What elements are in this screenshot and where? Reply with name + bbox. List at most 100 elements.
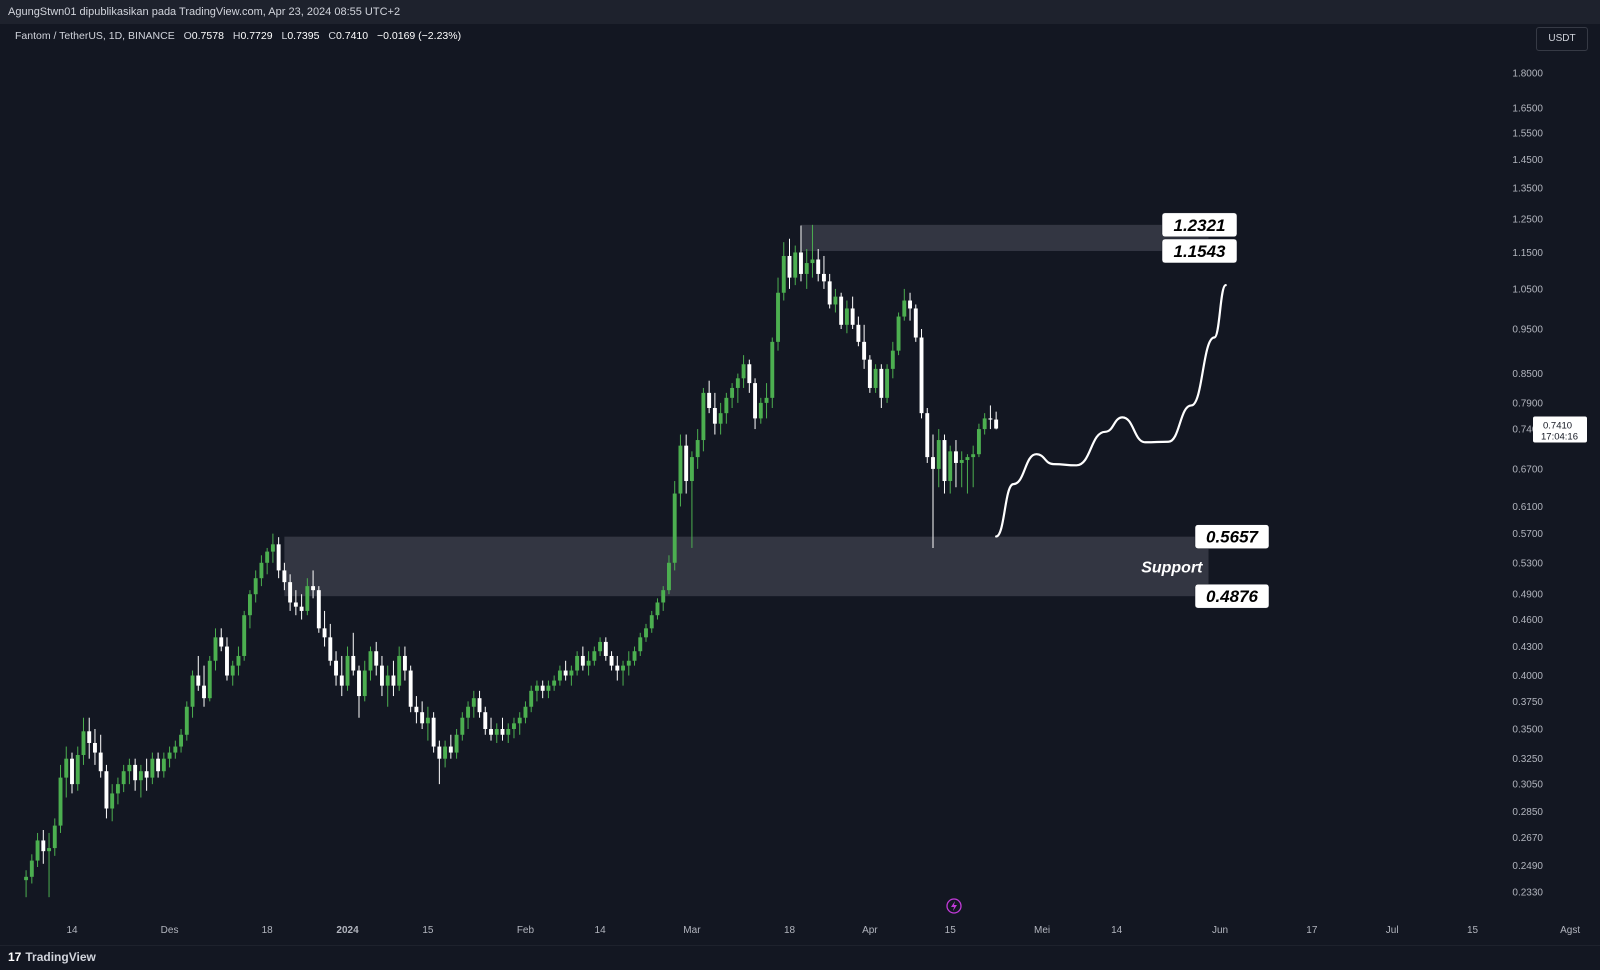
candle-body bbox=[821, 273, 826, 282]
price-tick-label: 0.4000 bbox=[1512, 671, 1543, 682]
candle-body bbox=[810, 259, 815, 264]
candle-body bbox=[512, 723, 516, 730]
candle-body bbox=[913, 308, 918, 338]
candle-body bbox=[649, 615, 654, 629]
candle-body bbox=[523, 706, 528, 718]
candle-body bbox=[546, 685, 551, 691]
countdown-label: 17:04:16 bbox=[1541, 432, 1578, 443]
candle-body bbox=[173, 746, 178, 753]
chart-panel[interactable] bbox=[10, 24, 1590, 940]
time-tick-label: Agst bbox=[1560, 925, 1580, 936]
candle-body bbox=[976, 429, 981, 455]
symbol-title[interactable]: Fantom / TetherUS, 1D, BINANCE bbox=[15, 30, 175, 42]
candle-body bbox=[471, 698, 476, 707]
price-tick-label: 1.6500 bbox=[1512, 103, 1543, 114]
candle-body bbox=[414, 706, 419, 713]
candle-body bbox=[609, 655, 614, 666]
low-value: 0.7395 bbox=[287, 30, 320, 42]
candle-body bbox=[965, 457, 970, 461]
candle-body bbox=[47, 848, 51, 852]
price-tick-label: 1.0500 bbox=[1512, 284, 1543, 295]
candle-body bbox=[81, 731, 86, 756]
candle-body bbox=[104, 771, 109, 809]
time-tick-label: 14 bbox=[595, 925, 607, 936]
footer-bar: 17 TradingView bbox=[0, 945, 1600, 970]
candle-body bbox=[328, 637, 333, 661]
candle-body bbox=[202, 685, 206, 699]
price-tick-label: 0.6700 bbox=[1512, 464, 1543, 475]
zones: Support bbox=[284, 224, 1209, 597]
price-tick-label: 0.5700 bbox=[1512, 529, 1543, 540]
candle-body bbox=[885, 368, 890, 398]
candle-body bbox=[580, 655, 585, 666]
support-zone bbox=[284, 536, 1209, 597]
price-tick-label: 0.2330 bbox=[1512, 888, 1543, 899]
candle-body bbox=[247, 594, 252, 616]
candle-body bbox=[70, 758, 74, 785]
candle-body bbox=[569, 670, 574, 676]
candle-body bbox=[64, 758, 69, 778]
candle-body bbox=[707, 392, 712, 408]
candle-body bbox=[552, 680, 557, 686]
candle-body bbox=[529, 690, 534, 707]
resistance-top-label: 1.2321 bbox=[1174, 216, 1226, 235]
support-top-label: 0.5657 bbox=[1206, 528, 1260, 547]
publisher-bar: AgungStwn01 dipublikasikan pada TradingV… bbox=[0, 0, 1600, 24]
candle-body bbox=[477, 698, 482, 713]
candle-body bbox=[925, 413, 930, 458]
lightning-icon[interactable] bbox=[946, 898, 962, 914]
support-zone-label: Support bbox=[1141, 559, 1203, 576]
time-tick-label: Apr bbox=[862, 925, 878, 936]
time-axis[interactable]: 14 Des 18 2024 15 Feb 14 Mar 18 Apr 15 Mei 14 Jun 17 Ju… bbox=[66, 925, 1580, 936]
candle-body bbox=[678, 445, 683, 494]
candle-body bbox=[982, 418, 987, 430]
support-bottom-label-box bbox=[1194, 583, 1270, 609]
price-tick-label: 1.8000 bbox=[1512, 69, 1543, 80]
candle-body bbox=[994, 419, 999, 429]
candle-body bbox=[443, 746, 448, 759]
time-tick-label: 17 bbox=[1306, 925, 1318, 936]
candle-body bbox=[156, 758, 161, 772]
candle-body bbox=[575, 655, 580, 671]
candle-body bbox=[121, 771, 126, 785]
candle-body bbox=[437, 746, 442, 759]
price-tick-label: 0.7900 bbox=[1512, 398, 1543, 409]
candle-body bbox=[873, 368, 878, 388]
candle-body bbox=[282, 570, 287, 583]
candle-body bbox=[799, 252, 803, 274]
candle-body bbox=[288, 582, 293, 603]
resistance-bottom-label: 1.1543 bbox=[1174, 242, 1227, 261]
candle-body bbox=[942, 440, 947, 482]
candle-body bbox=[776, 292, 780, 342]
time-tick-label: Jun bbox=[1212, 925, 1228, 936]
candle-body bbox=[374, 651, 379, 666]
candle-body bbox=[839, 296, 844, 325]
candle-body bbox=[58, 777, 63, 826]
candle-body bbox=[259, 562, 264, 579]
drawings[interactable]: 1.2321 1.1543 0.5657 0.4876 bbox=[995, 212, 1270, 609]
candle-body bbox=[701, 392, 706, 441]
tradingview-logo[interactable]: 17 TradingView bbox=[8, 946, 96, 968]
price-axis[interactable]: 1.8000 1.6500 1.5500 1.4500 1.3500 1.2500 1.15… bbox=[1512, 69, 1587, 899]
brand-text: TradingView bbox=[25, 950, 96, 964]
candle-body bbox=[305, 586, 310, 611]
candle-body bbox=[557, 670, 562, 681]
time-tick-label: Feb bbox=[517, 925, 535, 936]
price-tick-label: 0.3750 bbox=[1512, 697, 1543, 708]
candle-body bbox=[753, 383, 758, 419]
candle-body bbox=[735, 378, 740, 388]
candle-body bbox=[133, 764, 138, 781]
candle-body bbox=[793, 252, 798, 278]
price-tick-label: 1.3500 bbox=[1512, 184, 1543, 195]
price-tick-label: 0.2670 bbox=[1512, 833, 1543, 844]
currency-selector[interactable]: USDT bbox=[1536, 27, 1588, 51]
candle-body bbox=[35, 840, 40, 861]
candle-body bbox=[971, 454, 976, 458]
candle-body bbox=[466, 706, 471, 718]
candle-body bbox=[959, 460, 964, 463]
candle-body bbox=[844, 308, 849, 325]
candle-body bbox=[747, 364, 752, 384]
candle-body bbox=[293, 602, 298, 607]
price-tick-label: 0.8500 bbox=[1512, 369, 1543, 380]
